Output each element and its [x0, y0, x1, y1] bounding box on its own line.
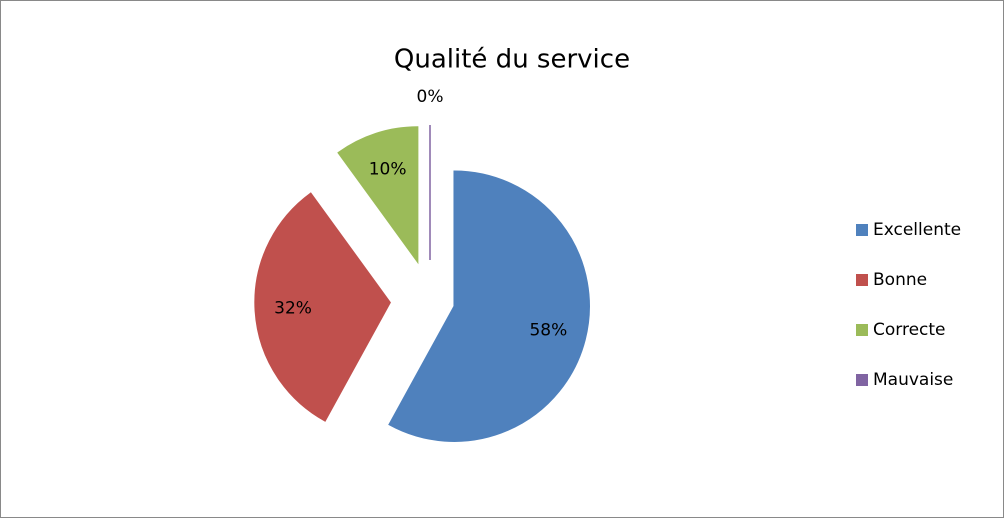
legend-label: Excellente — [873, 220, 961, 240]
legend-swatch — [856, 374, 868, 386]
legend-label: Bonne — [873, 270, 927, 290]
chart-title: Qualité du service — [394, 45, 630, 75]
data-label: 10% — [369, 160, 407, 180]
data-label: 58% — [529, 320, 567, 340]
legend-swatch — [856, 224, 868, 236]
pie-slice — [254, 192, 391, 422]
legend-swatch — [856, 274, 868, 286]
pie-slice — [337, 126, 419, 265]
legend-label: Mauvaise — [873, 370, 953, 390]
legend-swatch — [856, 324, 868, 336]
data-label: 32% — [274, 299, 312, 319]
pie-slice — [388, 170, 590, 442]
data-label: 0% — [417, 87, 444, 107]
legend-label: Correcte — [873, 320, 946, 340]
